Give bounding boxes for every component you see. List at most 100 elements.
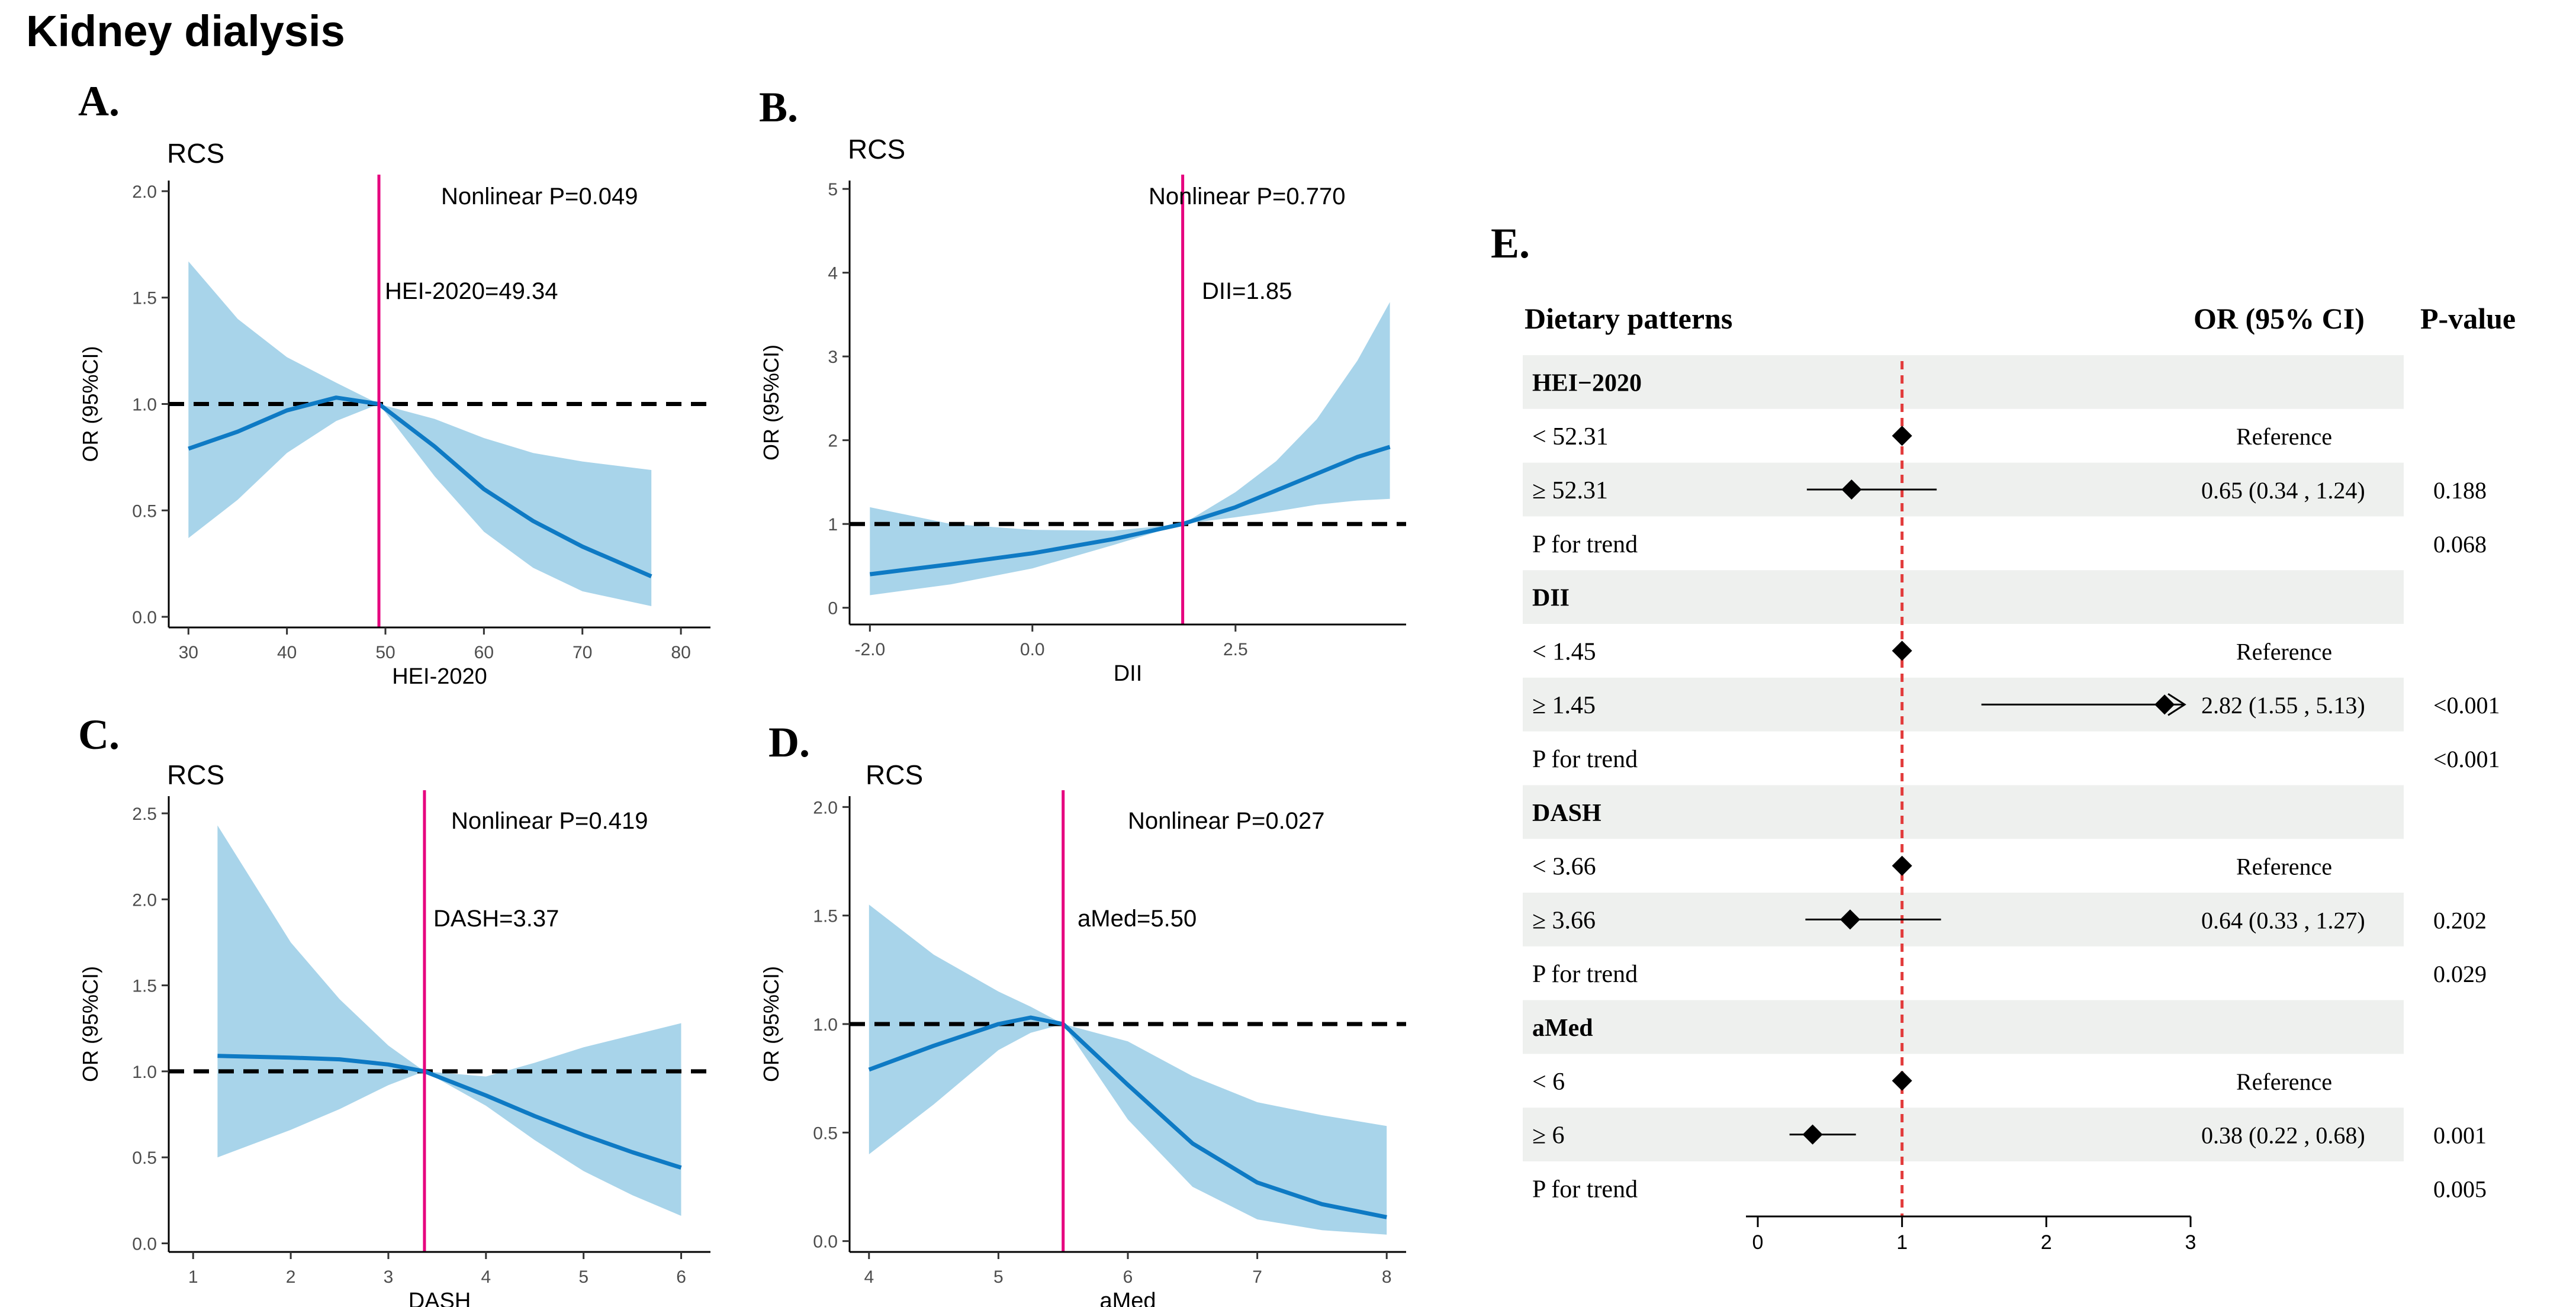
y-tick-label: 1.0 [132, 395, 157, 415]
row-band [1523, 1108, 2404, 1161]
nonlinear-p-label: Nonlinear P=0.027 [1128, 808, 1324, 834]
y-tick-label: 0.0 [132, 608, 157, 627]
forest-x-tick-label: 1 [1896, 1231, 1908, 1254]
y-tick-label: 5 [828, 180, 838, 199]
group-label: DII [1532, 585, 1570, 612]
y-tick-label: 0.5 [132, 501, 157, 521]
y-tick-label: 3 [828, 347, 838, 367]
p-value: 0.029 [2433, 961, 2487, 987]
x-tick-label: 70 [573, 643, 592, 662]
x-tick-label: 50 [375, 643, 395, 662]
cutoff-label: DASH=3.37 [433, 906, 559, 932]
panel-subtitle: RCS [866, 759, 923, 790]
y-tick-label: 1.0 [132, 1063, 157, 1082]
rcs-panel-1: A. RCS Nonlinear P=0.049 HEI-2020=49.34 30 40… [78, 78, 710, 689]
group-label: DASH [1532, 800, 1601, 827]
x-axis-title: aMed [1099, 1289, 1156, 1307]
reference-text: Reference [2236, 423, 2332, 450]
row-label: < 6 [1532, 1068, 1565, 1096]
y-tick-label: 2.0 [132, 182, 157, 202]
header-dietary-patterns: Dietary patterns [1525, 302, 1732, 335]
row-label: ≥ 3.66 [1532, 907, 1596, 934]
x-tick-label: 2 [286, 1267, 296, 1287]
y-tick-label: 1.5 [132, 977, 157, 996]
forest-x-tick-label: 3 [2185, 1231, 2196, 1254]
point-estimate [1892, 855, 1912, 876]
forest-x-tick-label: 2 [2041, 1231, 2052, 1254]
p-value: 0.202 [2433, 907, 2487, 933]
y-tick-label: 1.5 [813, 907, 838, 926]
x-tick-label: 30 [179, 643, 198, 662]
y-tick-label: 0.0 [132, 1234, 157, 1254]
point-estimate [1802, 1124, 1823, 1145]
x-tick-label: 4 [864, 1267, 874, 1287]
group-label: HEI−2020 [1532, 369, 1642, 397]
reference-text: Reference [2236, 1068, 2332, 1095]
reference-text: Reference [2236, 854, 2332, 880]
row-label: ≥ 1.45 [1532, 692, 1596, 719]
p-value: 0.188 [2433, 477, 2487, 504]
x-tick-label: 1 [188, 1267, 198, 1287]
or-curve [217, 1054, 682, 1170]
panel-letter: A. [78, 78, 120, 125]
x-tick-label: 6 [1123, 1267, 1133, 1287]
y-tick-label: 2.5 [132, 804, 157, 824]
panel-subtitle: RCS [848, 134, 905, 165]
x-tick-label: 2.5 [1223, 640, 1248, 659]
x-axis-title: HEI-2020 [392, 664, 487, 689]
confidence-band [217, 825, 681, 1216]
p-value: 0.005 [2433, 1176, 2487, 1202]
header-or-ci: OR (95% CI) [2194, 302, 2365, 335]
y-axis-title: OR (95%CI) [759, 345, 783, 461]
nonlinear-p-label: Nonlinear P=0.419 [451, 808, 648, 834]
y-tick-label: 4 [828, 264, 838, 284]
figure-title: Kidney dialysis [26, 7, 345, 56]
header-p-value: P-value [2420, 302, 2516, 335]
or-ci-value: 0.64 (0.33 , 1.27) [2201, 907, 2365, 933]
forest-x-tick-label: 0 [1752, 1231, 1764, 1254]
x-tick-label: -2.0 [854, 640, 885, 659]
or-ci-value: 0.38 (0.22 , 0.68) [2201, 1122, 2365, 1149]
or-ci-value: 0.65 (0.34 , 1.24) [2201, 477, 2365, 504]
point-estimate [1839, 909, 1860, 930]
row-label: P for trend [1532, 1176, 1638, 1203]
forest-panel: E. Dietary patterns OR (95% CI) P-value HEI−… [1491, 220, 2516, 1254]
x-tick-label: 5 [578, 1267, 588, 1287]
y-tick-label: 2.0 [813, 798, 838, 817]
point-estimate [1892, 1070, 1912, 1091]
row-label: P for trend [1532, 746, 1638, 773]
ci-arrow [2167, 693, 2186, 716]
row-band [1523, 677, 2404, 732]
confidence-band [869, 904, 1387, 1235]
row-label: ≥ 6 [1532, 1122, 1565, 1150]
x-tick-label: 40 [277, 643, 297, 662]
panel-letter: D. [768, 719, 810, 766]
x-tick-label: 3 [384, 1267, 394, 1287]
y-axis-title: OR (95%CI) [759, 966, 783, 1082]
p-value: <0.001 [2433, 692, 2500, 719]
y-axis-title: OR (95%CI) [78, 346, 102, 462]
y-tick-label: 1.5 [132, 289, 157, 308]
p-value: 0.068 [2433, 531, 2487, 558]
x-tick-label: 60 [474, 643, 494, 662]
x-tick-label: 8 [1382, 1267, 1392, 1287]
row-band [1523, 355, 2404, 409]
y-axis-title: OR (95%CI) [78, 966, 102, 1082]
or-curve [188, 395, 652, 578]
rcs-panel-3: C. RCS Nonlinear P=0.419 DASH=3.37 1 2 3 4 5 6 0.0… [78, 711, 710, 1307]
rcs-panel-4: D. RCS Nonlinear P=0.027 aMed=5.50 4 5 6 7 8 0.0 0… [759, 719, 1406, 1307]
x-axis-title: DII [1114, 661, 1143, 686]
row-band [1523, 1000, 2404, 1054]
p-value: 0.001 [2433, 1122, 2487, 1149]
row-band [1523, 570, 2404, 624]
panel-letter: E. [1491, 220, 1530, 267]
cutoff-label: aMed=5.50 [1078, 906, 1197, 932]
cutoff-label: DII=1.85 [1202, 278, 1292, 304]
row-label: P for trend [1532, 961, 1638, 988]
y-tick-label: 1.0 [813, 1015, 838, 1035]
row-label: < 1.45 [1532, 638, 1596, 665]
x-tick-label: 5 [993, 1267, 1004, 1287]
y-tick-label: 0.0 [813, 1232, 838, 1252]
rcs-panel-2: B. RCS Nonlinear P=0.770 DII=1.85 -2.0 0.0 2.5… [759, 83, 1406, 686]
or-ci-value: 2.82 (1.55 , 5.13) [2201, 692, 2365, 719]
